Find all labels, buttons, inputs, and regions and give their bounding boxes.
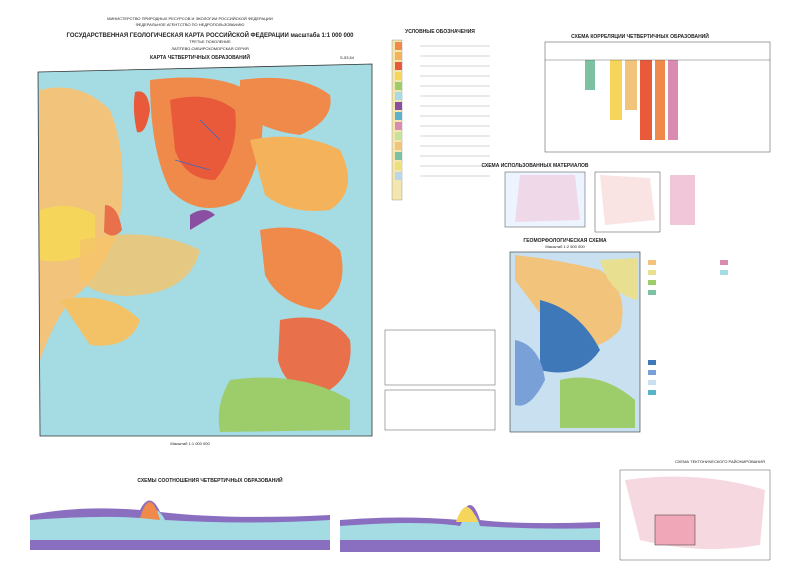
sections-title: СХЕМЫ СООТНОШЕНИЯ ЧЕТВЕРТИЧНЫХ ОБРАЗОВАН… xyxy=(137,476,283,484)
correlation-title: СХЕМА КОРРЕЛЯЦИИ ЧЕТВЕРТИЧНЫХ ОБРАЗОВАНИ… xyxy=(571,32,709,40)
materials-scheme xyxy=(504,171,695,233)
legend-title: УСЛОВНЫЕ ОБОЗНАЧЕНИЯ xyxy=(405,29,475,35)
sheet-number: S-53,54 xyxy=(340,55,355,60)
geomorph-scale: Масштаб 1:2 500 000 xyxy=(545,244,585,249)
tectonic-title: СХЕМА ТЕКТОНИЧЕСКОГО РАЙОНИРОВАНИЯ xyxy=(675,459,765,464)
main-map xyxy=(37,63,373,437)
tectonic-scheme xyxy=(619,469,771,561)
materials-title: СХЕМА ИСПОЛЬЗОВАННЫХ МАТЕРИАЛОВ xyxy=(481,163,588,169)
series: ЛАПТЕВО-СИБИРСКОМОРСКАЯ СЕРИЯ xyxy=(171,46,248,51)
geomorph-title: ГЕОМОРФОЛОГИЧЕСКАЯ СХЕМА xyxy=(523,238,607,244)
geomorph-legend xyxy=(648,260,728,395)
sheet-title: ГОСУДАРСТВЕННАЯ ГЕОЛОГИЧЕСКАЯ КАРТА РОСС… xyxy=(67,31,355,39)
agency: ФЕДЕРАЛЬНОЕ АГЕНТСТВО ПО НЕДРОПОЛЬЗОВАНИ… xyxy=(136,22,245,27)
cross-sections xyxy=(30,500,600,552)
geomorph-scheme xyxy=(509,251,641,433)
legend-swatches xyxy=(384,39,496,431)
map-title: КАРТА ЧЕТВЕРТИЧНЫХ ОБРАЗОВАНИЙ xyxy=(150,53,250,61)
correlation-table xyxy=(544,41,771,153)
map-scale: Масштаб 1:1 000 000 xyxy=(170,441,210,446)
ministry: МИНИСТЕРСТВО ПРИРОДНЫХ РЕСУРСОВ И ЭКОЛОГ… xyxy=(107,16,273,21)
generation: ТРЕТЬЕ ПОКОЛЕНИЕ xyxy=(189,39,231,44)
